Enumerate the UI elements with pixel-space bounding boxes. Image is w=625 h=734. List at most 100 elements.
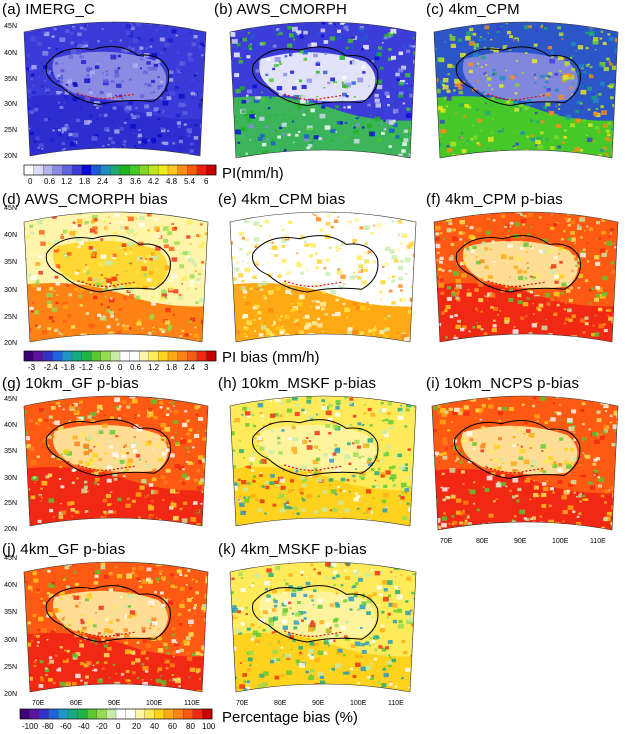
colorbar-tick: 4.2 [148, 177, 160, 186]
map-field [230, 396, 416, 526]
map-frame [23, 395, 209, 527]
colorbar-swatches [19, 708, 213, 720]
colorbar-swatch [71, 350, 83, 362]
lon-tick: 110E [184, 700, 200, 707]
colorbar-tick: -80 [42, 722, 54, 731]
colorbar-swatch [96, 708, 107, 720]
plateau-outline [455, 46, 581, 107]
transect-line [487, 93, 546, 101]
map-field [230, 22, 416, 158]
colorbar-swatch [87, 708, 98, 720]
colorbar-frame [23, 164, 217, 176]
lat-tick: 30N [4, 101, 17, 108]
colorbar-tick: 60 [168, 722, 177, 731]
colorbar-swatch [167, 350, 179, 362]
colorbar-tick: 0 [28, 177, 33, 186]
panel-title: (e) 4km_CPM bias [218, 191, 346, 208]
colorbar-swatch [135, 708, 146, 720]
pbias-colorbar: -100 -80 -60 -40 -20 0 20 40 60 80 100 P… [18, 708, 438, 734]
transect-line [77, 280, 136, 287]
colorbar-swatch [177, 350, 188, 362]
colorbar-swatch [183, 708, 194, 720]
lat-tick: 20N [4, 153, 17, 160]
lon-tick: 80E [476, 538, 489, 545]
colorbar-swatch [148, 350, 159, 362]
map-frame [229, 561, 417, 693]
colorbar-swatch [110, 164, 121, 176]
colorbar-tick: 4.8 [166, 177, 178, 186]
map-frame [433, 21, 619, 159]
transect-line [76, 92, 135, 100]
map-frame [229, 395, 417, 527]
lon-tick: 110E [590, 538, 606, 545]
colorbar-swatch [115, 708, 127, 720]
map-frame [23, 21, 207, 157]
colorbar-tick: 3.6 [130, 177, 142, 186]
colorbar-swatch [43, 350, 54, 362]
panel-title: (h) 10km_MSKF p-bias [218, 375, 377, 392]
colorbar-tick: -1.2 [79, 363, 93, 372]
map-field [24, 22, 206, 156]
panel-j: (j) 4km_GF p-bias 45N 40N 35N 30N 25N 20… [0, 540, 214, 712]
lat-tick: 30N [4, 475, 17, 482]
transect-line [283, 630, 343, 637]
colorbar-swatch [29, 708, 40, 720]
colorbar-swatch [106, 708, 117, 720]
colorbar-swatch [33, 350, 44, 362]
colorbar-tick: 100 [202, 722, 216, 731]
colorbar-tick: -40 [78, 722, 90, 731]
colorbar-tick: -60 [60, 722, 72, 731]
colorbar-frame [23, 350, 217, 362]
lon-tick: 110E [388, 700, 404, 707]
colorbar-swatch [77, 708, 88, 720]
map-frame [23, 561, 209, 693]
lat-tick: 25N [4, 664, 17, 671]
map-field [24, 396, 208, 526]
colorbar-swatch [129, 350, 140, 362]
colorbar-swatch [187, 350, 198, 362]
colorbar-tick: 2.4 [97, 177, 109, 186]
colorbar-swatch [23, 350, 35, 362]
plateau-outline [252, 46, 379, 107]
colorbar-tick: 6 [204, 177, 209, 186]
panel-title: (j) 4km_GF p-bias [2, 541, 126, 558]
panel-title: (g) 10km_GF p-bias [2, 375, 139, 392]
transect-line [485, 466, 545, 474]
colorbar-swatch [125, 708, 136, 720]
map [23, 395, 209, 527]
colorbar-swatch [187, 164, 198, 176]
colorbar-tick: -1.8 [61, 363, 75, 372]
lat-tick: 35N [4, 259, 17, 266]
colorbar-swatch [173, 708, 184, 720]
lat-tick: 20N [4, 691, 17, 698]
colorbar-tick: 1.2 [148, 363, 160, 372]
colorbar-swatch [196, 350, 207, 362]
colorbar-swatch [148, 164, 159, 176]
colorbar-swatch [192, 708, 203, 720]
colorbar-swatch [48, 708, 59, 720]
transect-line [77, 464, 136, 471]
panel-d: (d) AWS_CMORPH bias 45N 40N 35N 30N 25N … [0, 190, 214, 350]
colorbar-swatch [67, 708, 79, 720]
colorbar-swatch [206, 350, 217, 362]
colorbar-swatch [43, 164, 54, 176]
lat-tick: 45N [4, 396, 17, 403]
lat-tick: 25N [4, 500, 17, 507]
map-frame [23, 211, 209, 343]
colorbar-swatch [154, 708, 165, 720]
panel-title: (d) AWS_CMORPH bias [2, 191, 168, 208]
map-field [24, 212, 208, 342]
panel-title: (c) 4km_CPM [426, 1, 520, 18]
colorbar-swatch [62, 350, 73, 362]
panel-title: (k) 4km_MSKF p-bias [218, 541, 367, 558]
panel-title: (a) IMERG_C [2, 1, 96, 18]
colorbar-tick: -0.6 [97, 363, 111, 372]
lat-tick: 40N [4, 422, 17, 429]
lat-tick: 35N [4, 448, 17, 455]
colorbar-swatch [91, 164, 102, 176]
lon-tick: 90E [312, 700, 325, 707]
panel-f: (f) 4km_CPM p-bias [424, 190, 624, 350]
colorbar-swatch [110, 350, 121, 362]
transect-line [487, 280, 546, 287]
colorbar-tick: 1.8 [79, 177, 91, 186]
